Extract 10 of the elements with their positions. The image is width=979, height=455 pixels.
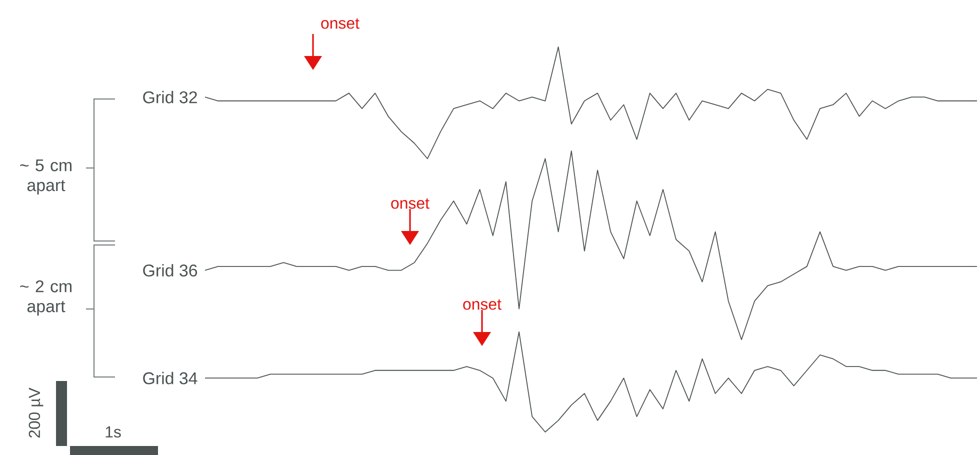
annotation: onset (391, 198, 430, 209)
series-label: Grid 36 (143, 264, 198, 277)
series-label: Grid 34 (143, 372, 198, 384)
series-label: Grid 32 (143, 90, 197, 104)
text: ~ 2 cm apart (20, 280, 72, 316)
text: ~ 5 cm apart (20, 159, 72, 195)
text: onset (321, 18, 360, 29)
annotation: onset (463, 299, 502, 310)
text: 1s (106, 426, 121, 438)
text: 200 µV (28, 388, 44, 438)
